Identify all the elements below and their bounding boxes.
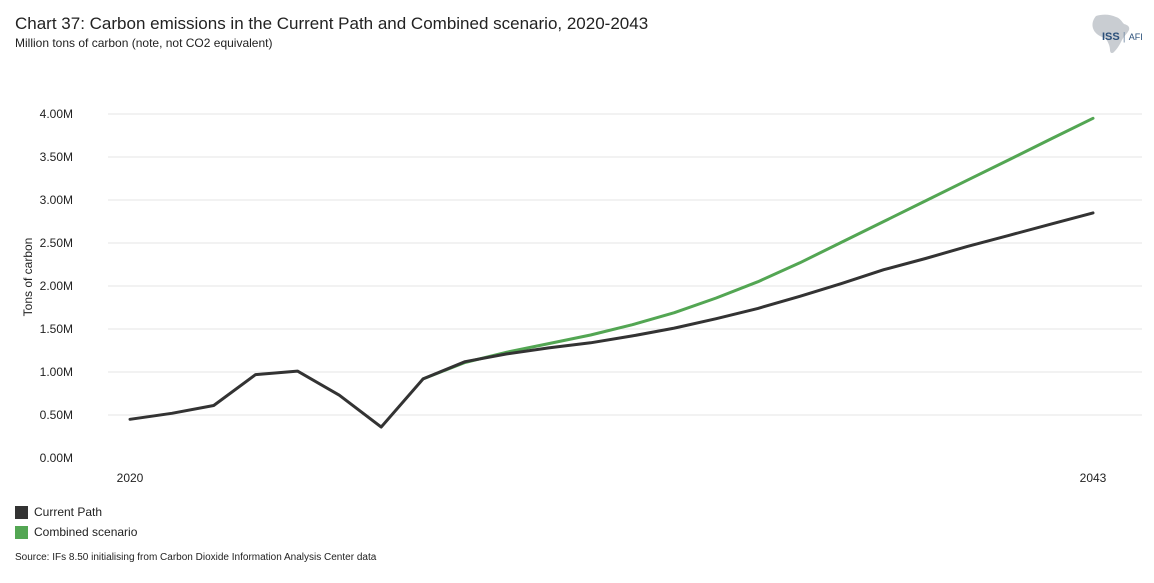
- y-tick-label: 4.00M: [40, 107, 73, 121]
- series-lines: [128, 116, 1095, 429]
- logo-iss-text: ISS: [1102, 31, 1120, 43]
- source-note: Source: IFs 8.50 initialising from Carbo…: [15, 552, 377, 563]
- logo-afi-text: AFI: [1128, 32, 1143, 42]
- africa-map-icon: [1092, 14, 1130, 54]
- legend-swatch-combined: [15, 525, 28, 539]
- y-axis-label: Tons of carbon: [21, 238, 35, 317]
- legend-item-current-path: Current Path: [15, 505, 102, 519]
- y-tick-label: 2.50M: [40, 236, 73, 250]
- chart-subtitle: Million tons of carbon (note, not CO2 eq…: [15, 36, 273, 50]
- y-axis-ticks: 0.00M 0.50M 1.00M 1.50M 2.00M 2.50M 3.00M 3.50M…: [40, 107, 73, 465]
- gridlines: [108, 113, 1142, 416]
- x-axis-ticks: 2020 2043: [117, 471, 1107, 485]
- y-tick-label: 0.50M: [40, 408, 73, 422]
- legend-label-current-path: Current Path: [34, 505, 103, 519]
- y-tick-label: 3.50M: [40, 150, 73, 164]
- y-tick-label: 1.00M: [40, 365, 73, 379]
- series-line-combined: [421, 116, 1095, 381]
- y-tick-label: 2.00M: [40, 279, 73, 293]
- legend-swatch-current-path: [15, 505, 28, 519]
- chart-title: Chart 37: Carbon emissions in the Curren…: [15, 14, 649, 33]
- y-tick-label: 0.00M: [40, 451, 73, 465]
- x-tick-label: 2020: [117, 471, 144, 485]
- legend-item-combined: Combined scenario: [15, 525, 137, 539]
- series-line-current-path: [128, 211, 1095, 429]
- y-tick-label: 3.00M: [40, 193, 73, 207]
- legend-label-combined: Combined scenario: [34, 525, 138, 539]
- iss-logo: ISS | AFI: [1102, 31, 1143, 43]
- y-tick-label: 1.50M: [40, 322, 73, 336]
- x-tick-label: 2043: [1080, 471, 1107, 485]
